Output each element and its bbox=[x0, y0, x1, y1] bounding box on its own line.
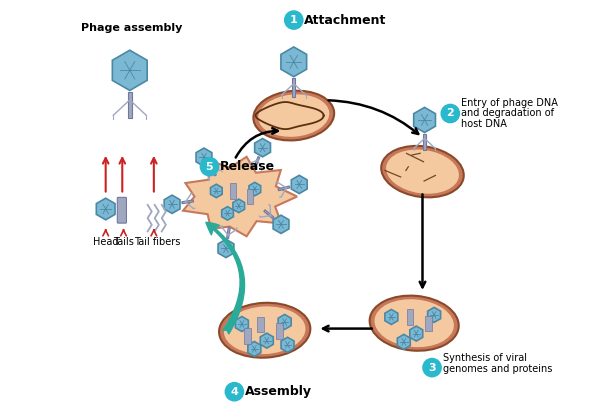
Polygon shape bbox=[254, 138, 271, 157]
Polygon shape bbox=[428, 307, 440, 322]
Polygon shape bbox=[278, 314, 291, 329]
Circle shape bbox=[225, 382, 244, 401]
Ellipse shape bbox=[374, 298, 455, 348]
Polygon shape bbox=[407, 309, 413, 325]
Text: Phage assembly: Phage assembly bbox=[81, 23, 182, 33]
Circle shape bbox=[423, 359, 441, 377]
Polygon shape bbox=[278, 186, 290, 191]
Circle shape bbox=[441, 104, 460, 122]
Polygon shape bbox=[235, 316, 248, 331]
Polygon shape bbox=[218, 240, 234, 257]
Text: 1: 1 bbox=[290, 15, 298, 25]
Text: Tail fibers: Tail fibers bbox=[134, 237, 180, 247]
Ellipse shape bbox=[385, 149, 460, 194]
Polygon shape bbox=[413, 107, 436, 133]
Polygon shape bbox=[254, 157, 260, 168]
Text: and degradation of: and degradation of bbox=[461, 109, 554, 118]
Polygon shape bbox=[196, 148, 212, 166]
Text: Release: Release bbox=[220, 160, 275, 173]
Polygon shape bbox=[264, 210, 274, 219]
Text: 3: 3 bbox=[428, 362, 436, 372]
Text: Synthesis of viral: Synthesis of viral bbox=[443, 354, 527, 364]
Polygon shape bbox=[281, 337, 294, 352]
Text: Head: Head bbox=[93, 237, 118, 247]
Ellipse shape bbox=[223, 306, 306, 355]
Text: genomes and proteins: genomes and proteins bbox=[443, 364, 552, 374]
Polygon shape bbox=[273, 215, 289, 234]
Polygon shape bbox=[244, 328, 251, 344]
Text: 5: 5 bbox=[206, 162, 213, 172]
Text: Tails: Tails bbox=[113, 237, 134, 247]
Polygon shape bbox=[410, 326, 423, 341]
Text: Entry of phage DNA: Entry of phage DNA bbox=[461, 98, 558, 108]
Polygon shape bbox=[227, 227, 230, 239]
Polygon shape bbox=[222, 206, 233, 220]
Polygon shape bbox=[385, 309, 398, 324]
Polygon shape bbox=[248, 342, 261, 357]
Polygon shape bbox=[260, 333, 273, 348]
Circle shape bbox=[200, 158, 218, 176]
Polygon shape bbox=[292, 78, 295, 97]
FancyBboxPatch shape bbox=[118, 197, 127, 223]
Polygon shape bbox=[423, 134, 426, 150]
Polygon shape bbox=[112, 50, 147, 90]
Polygon shape bbox=[397, 334, 410, 349]
Text: 2: 2 bbox=[446, 109, 454, 118]
Polygon shape bbox=[164, 195, 180, 214]
Ellipse shape bbox=[253, 91, 334, 140]
Circle shape bbox=[284, 11, 303, 29]
Text: Attachment: Attachment bbox=[304, 13, 386, 27]
Text: Assembly: Assembly bbox=[245, 385, 312, 398]
Polygon shape bbox=[233, 199, 245, 213]
Polygon shape bbox=[257, 316, 264, 332]
FancyArrowPatch shape bbox=[206, 222, 245, 334]
Polygon shape bbox=[425, 316, 432, 331]
Polygon shape bbox=[230, 183, 236, 199]
Polygon shape bbox=[281, 47, 307, 76]
Polygon shape bbox=[182, 200, 194, 204]
Polygon shape bbox=[97, 198, 115, 220]
Ellipse shape bbox=[381, 146, 464, 197]
Polygon shape bbox=[292, 175, 307, 194]
Polygon shape bbox=[276, 323, 283, 339]
Polygon shape bbox=[247, 189, 253, 204]
Text: 4: 4 bbox=[230, 387, 238, 397]
Ellipse shape bbox=[370, 296, 459, 351]
Polygon shape bbox=[249, 182, 260, 196]
Ellipse shape bbox=[219, 303, 310, 358]
Ellipse shape bbox=[257, 94, 330, 138]
Polygon shape bbox=[183, 157, 297, 236]
Polygon shape bbox=[208, 165, 217, 176]
Polygon shape bbox=[211, 184, 222, 198]
Text: host DNA: host DNA bbox=[461, 119, 507, 129]
Polygon shape bbox=[128, 92, 132, 118]
